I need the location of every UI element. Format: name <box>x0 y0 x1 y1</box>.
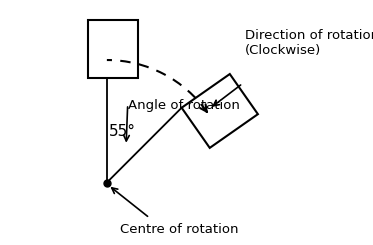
Text: 55°: 55° <box>109 123 136 139</box>
Polygon shape <box>182 74 258 148</box>
Bar <box>88 20 138 78</box>
Text: Centre of rotation: Centre of rotation <box>120 223 238 236</box>
Text: Direction of rotation
(Clockwise): Direction of rotation (Clockwise) <box>245 29 373 57</box>
Text: Angle of rotation: Angle of rotation <box>128 99 239 112</box>
